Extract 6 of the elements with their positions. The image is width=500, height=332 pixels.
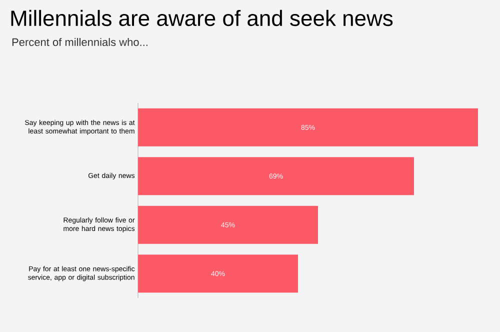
bar [138,206,318,244]
chart-title: Millennials are aware of and seek news [11,10,393,26]
bar [138,157,414,196]
chart-subtitle: Percent of millennials who... [12,38,148,46]
bar [138,254,298,293]
bar [138,108,478,146]
